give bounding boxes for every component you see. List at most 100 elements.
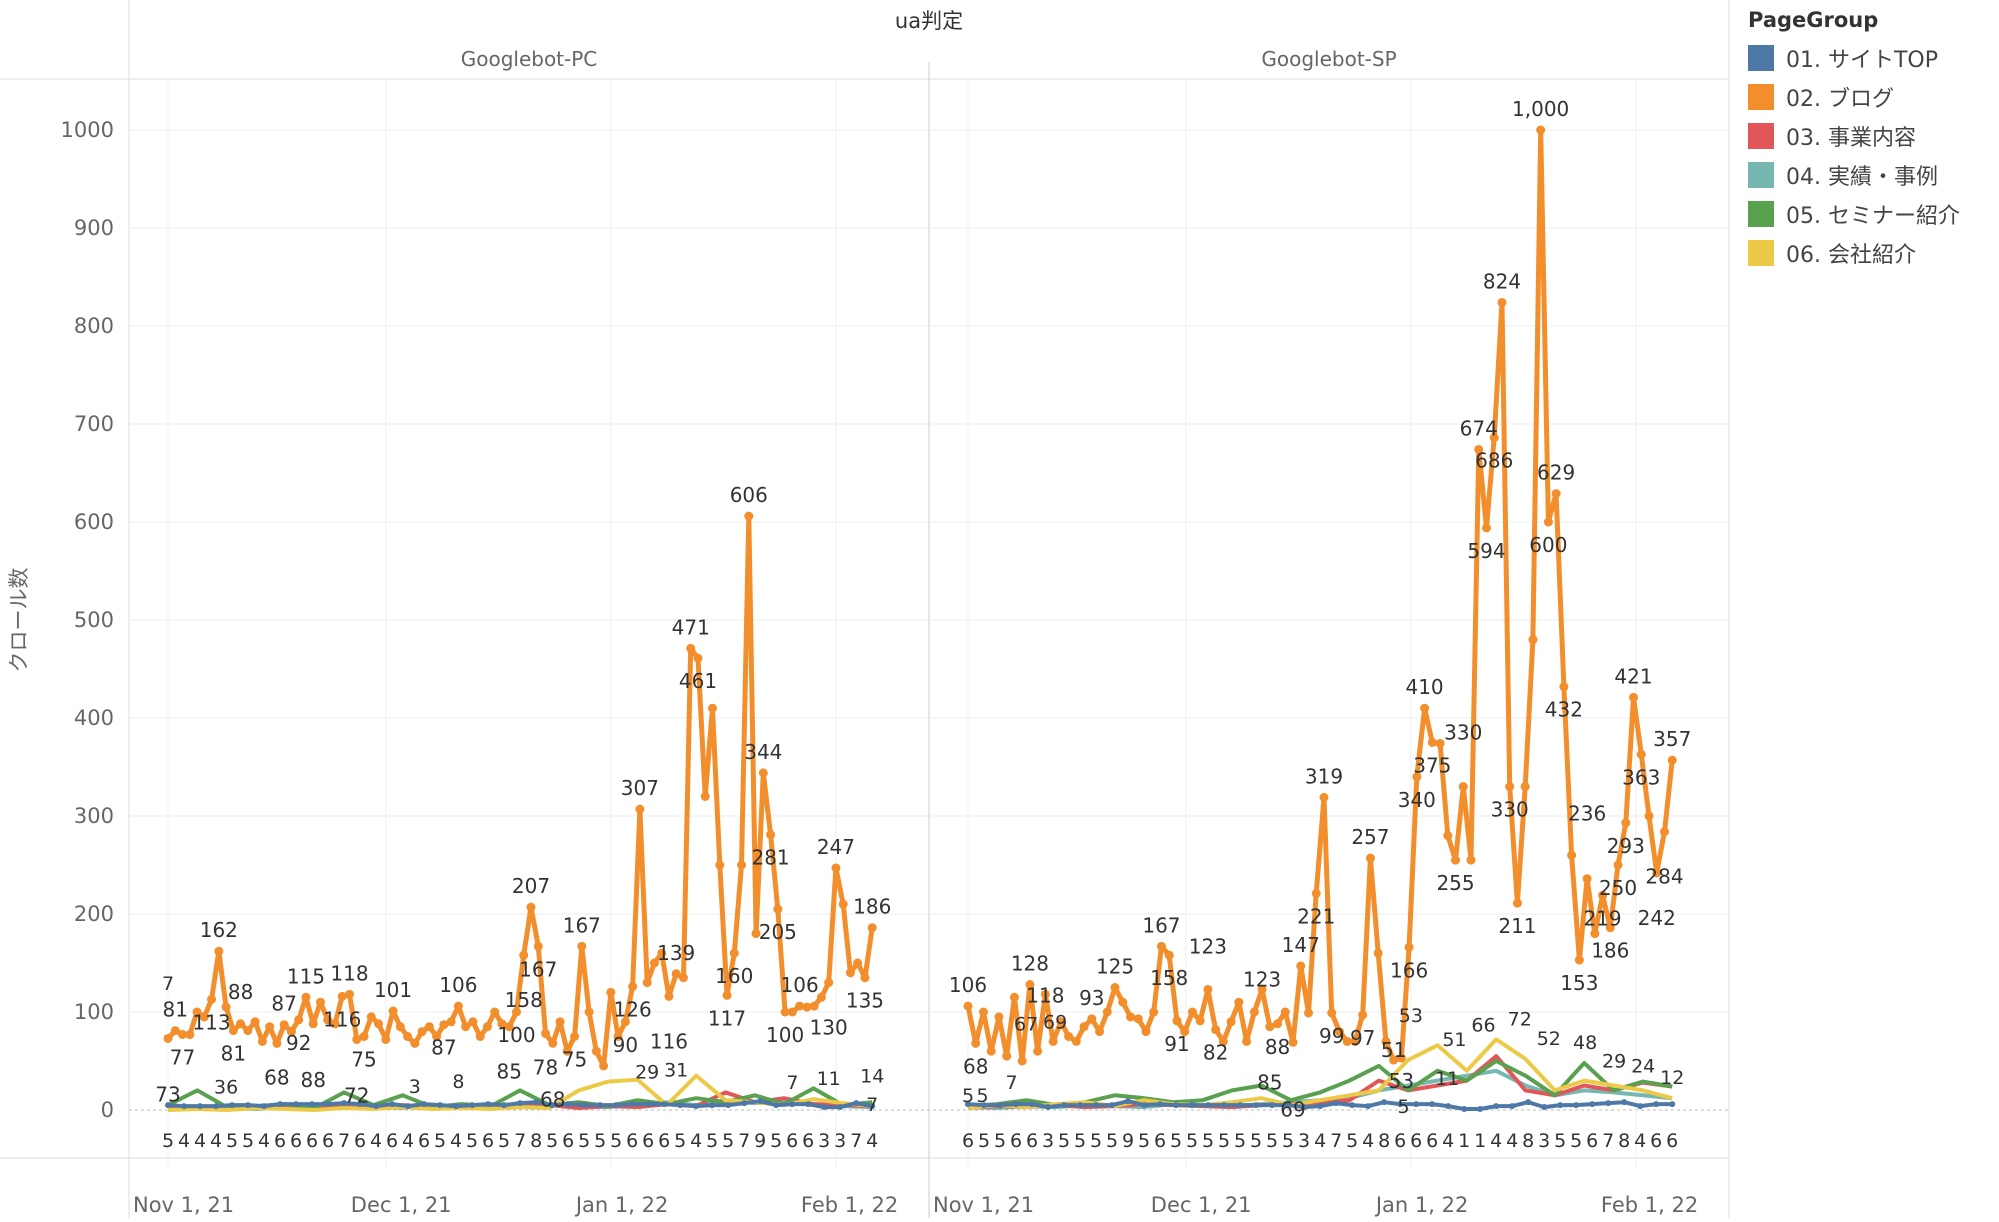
data-point-blog: [1025, 980, 1035, 990]
data-point-blog: [1373, 948, 1383, 958]
legend-item-top[interactable]: 01. サイトTOP: [1748, 38, 1960, 77]
data-point-blog: [272, 1038, 282, 1048]
data-point-blog: [744, 511, 754, 521]
data-label-company: 29: [635, 1062, 659, 1084]
data-label-blog: 88: [300, 1068, 325, 1092]
series-line-blog: [166, 513, 875, 1069]
legend-item-company[interactable]: 06. 会社紹介: [1748, 233, 1960, 272]
data-label-top: 5: [226, 1130, 238, 1152]
data-label-top: 14: [860, 1065, 884, 1087]
data-label-blog: 139: [657, 941, 695, 965]
data-point-top: [1349, 1102, 1356, 1109]
data-point-blog: [1536, 125, 1546, 135]
data-point-blog: [439, 1020, 449, 1030]
data-point-top: [629, 1101, 636, 1108]
data-point-top: [277, 1101, 284, 1108]
data-label-top: 5: [466, 1130, 478, 1152]
data-point-blog: [867, 923, 877, 933]
data-label-top: 4: [210, 1130, 222, 1152]
data-label-top: 6: [626, 1130, 638, 1152]
data-point-top: [821, 1104, 828, 1111]
x-tick-label: Jan 1, 22: [574, 1193, 668, 1217]
x-tick-label: Feb 1, 22: [801, 1193, 898, 1217]
legend-item-case[interactable]: 04. 実績・事例: [1748, 155, 1960, 194]
data-point-top: [1413, 1101, 1420, 1108]
data-point-blog: [497, 1019, 507, 1029]
data-point-blog: [1273, 1019, 1283, 1029]
data-point-top: [1477, 1106, 1484, 1113]
legend-label: 04. 実績・事例: [1786, 164, 1938, 190]
data-point-top: [1589, 1101, 1596, 1108]
data-point-blog: [773, 904, 783, 914]
data-label-top: 5: [1106, 1130, 1118, 1152]
data-point-blog: [519, 950, 529, 960]
data-point-blog: [570, 1032, 580, 1041]
data-point-blog: [795, 1001, 805, 1011]
data-point-blog: [257, 1036, 267, 1046]
legend-item-seminar[interactable]: 05. セミナー紹介: [1748, 194, 1960, 233]
data-point-blog: [548, 1038, 558, 1048]
data-label-top: 6: [1410, 1130, 1422, 1152]
data-point-top: [1397, 1101, 1404, 1108]
data-point-blog: [315, 997, 325, 1007]
data-point-top: [1141, 1102, 1148, 1109]
data-label-blog: 594: [1467, 539, 1505, 563]
data-point-top: [309, 1101, 316, 1108]
data-label-blog: 221: [1297, 904, 1335, 928]
data-point-blog: [555, 1017, 565, 1027]
y-tick-label: 800: [74, 314, 114, 338]
data-label-top: 8: [1378, 1130, 1390, 1152]
data-point-blog: [671, 969, 681, 979]
data-label-top: 5: [994, 1130, 1006, 1152]
data-label-blog: 1,000: [1512, 97, 1569, 121]
data-point-top: [613, 1102, 620, 1109]
data-point-blog: [986, 1046, 996, 1056]
data-label-blog: 257: [1351, 825, 1389, 849]
data-point-blog: [649, 958, 659, 968]
data-point-top: [597, 1102, 604, 1109]
data-label-seminar: 24: [1631, 1055, 1655, 1077]
data-point-blog: [286, 1027, 296, 1037]
data-point-blog: [352, 1034, 362, 1044]
data-point-blog: [1195, 1016, 1205, 1026]
legend-item-biz[interactable]: 03. 事業内容: [1748, 116, 1960, 155]
data-label-top: 6: [322, 1130, 334, 1152]
data-point-blog: [345, 989, 354, 999]
data-label-top: 5: [1186, 1130, 1198, 1152]
data-point-blog: [1288, 1037, 1298, 1047]
data-point-blog: [1551, 489, 1561, 499]
data-label-blog: 255: [1436, 871, 1474, 895]
legend-swatch: [1748, 83, 1774, 110]
data-label-top: 5: [546, 1130, 558, 1152]
data-point-blog: [1172, 1016, 1182, 1026]
data-point-top: [1045, 1104, 1052, 1111]
data-label-top: 5: [1170, 1130, 1182, 1152]
data-label-blog: 93: [1079, 986, 1104, 1010]
data-label-blog: 211: [1498, 914, 1536, 938]
legend-label: 06. 会社紹介: [1786, 242, 1916, 268]
data-point-blog: [490, 1007, 500, 1017]
data-label-blog: 284: [1645, 865, 1683, 889]
data-label-top: 3: [1538, 1130, 1550, 1152]
data-point-blog: [1257, 984, 1267, 994]
data-label-top: 8: [530, 1130, 542, 1152]
data-point-blog: [330, 1019, 340, 1029]
data-point-top: [853, 1100, 860, 1107]
data-label-seminar: 67: [1014, 1013, 1038, 1035]
data-point-blog: [1180, 1027, 1190, 1037]
data-point-blog: [1009, 992, 1019, 1002]
data-point-blog: [1226, 1017, 1236, 1027]
data-point-top: [1557, 1102, 1564, 1109]
data-point-top: [1109, 1102, 1116, 1109]
data-label-blog: 123: [1189, 934, 1227, 958]
y-tick-label: 600: [74, 510, 114, 534]
data-label-top: 5: [962, 1085, 974, 1107]
data-point-top: [549, 1102, 556, 1109]
data-point-blog: [432, 1032, 442, 1041]
legend-item-blog[interactable]: 02. ブログ: [1748, 77, 1960, 116]
data-label-top: 5: [162, 1130, 174, 1152]
data-label-blog: 158: [505, 988, 543, 1012]
data-point-blog: [1033, 1046, 1043, 1056]
data-label-blog: 281: [751, 846, 789, 870]
data-point-blog: [1396, 1053, 1406, 1063]
